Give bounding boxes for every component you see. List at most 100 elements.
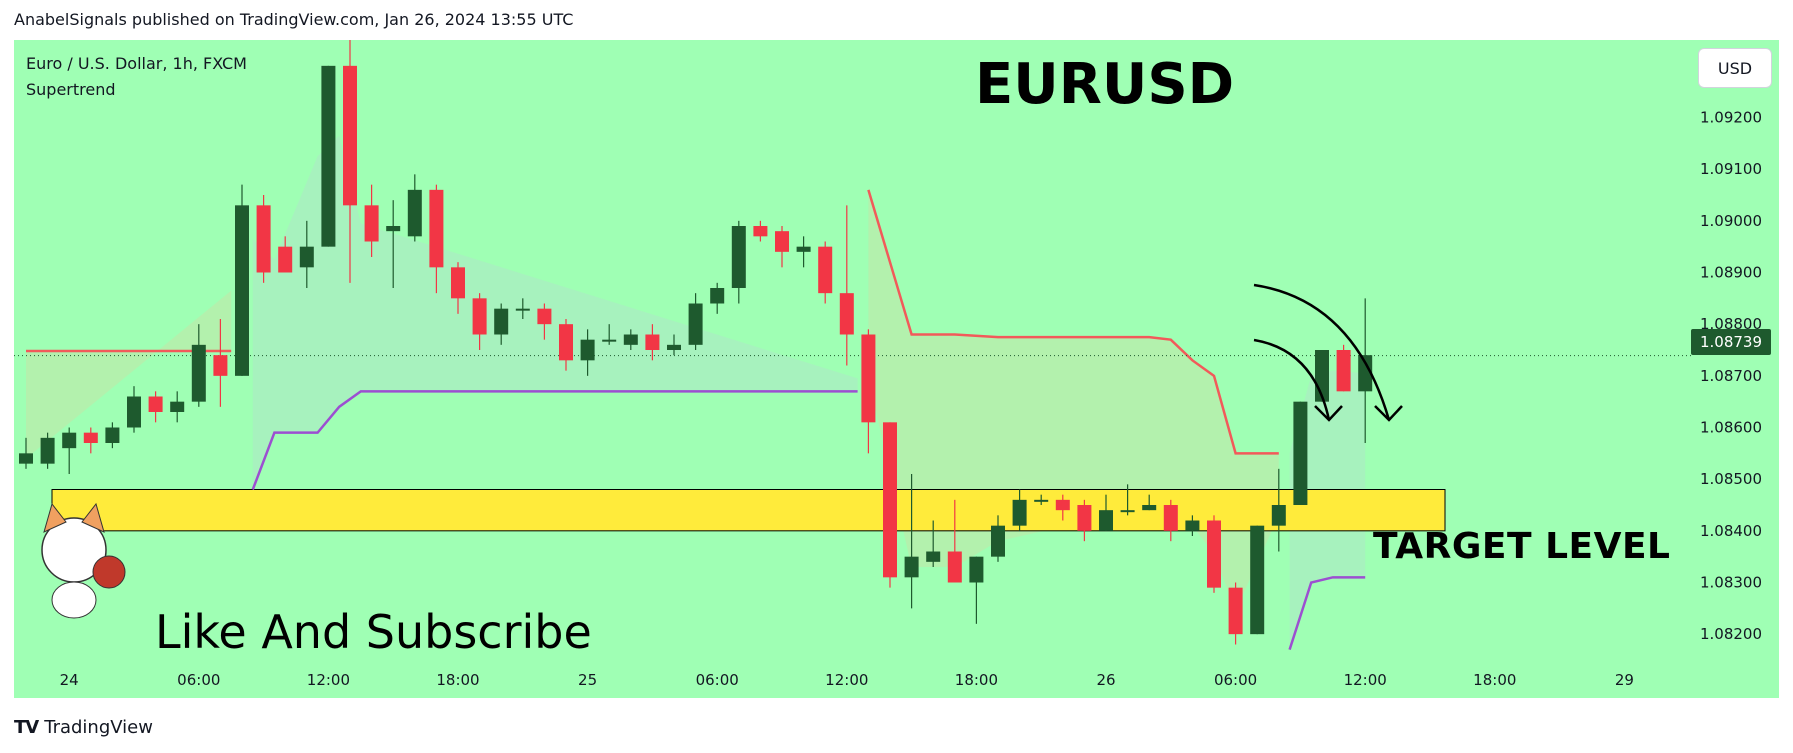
y-tick-label: 1.09000 (1700, 212, 1762, 230)
candle-body (969, 556, 984, 583)
y-tick-label: 1.08600 (1700, 419, 1762, 437)
x-tick-label: 12:00 (1344, 671, 1387, 689)
candle-body (235, 205, 249, 376)
candle-body (1034, 499, 1049, 502)
forecast-arrow-1 (1253, 338, 1331, 421)
candle-body (1055, 499, 1070, 511)
candle-body (731, 226, 746, 288)
candle-body (278, 246, 293, 273)
candle-body (170, 401, 185, 412)
y-tick-label: 1.08200 (1700, 625, 1762, 643)
candle-body (299, 246, 314, 268)
chart-area[interactable]: 1.09200 1.09100 1.09000 1.08900 1.08800 1.087… (14, 40, 1779, 698)
candle-body (256, 205, 271, 273)
x-tick-label: 18:00 (436, 671, 479, 689)
x-tick-label: 06:00 (696, 671, 739, 689)
candle-body (883, 422, 897, 578)
supertrend-up-line (251, 390, 858, 490)
publish-header: AnabelSignals published on TradingView.c… (14, 10, 574, 29)
supertrend-down-line (867, 189, 1279, 455)
candle-body (688, 303, 703, 345)
candle-body (559, 324, 573, 361)
x-tick-label: 12:00 (307, 671, 350, 689)
mascot-ear-right (81, 502, 105, 533)
candle-body (407, 189, 422, 237)
candle-body (1358, 355, 1373, 392)
candle-body (1185, 520, 1200, 531)
supertrend-up-fill (252, 135, 858, 490)
forecast-arrow-1-head (1314, 405, 1343, 422)
candle-body (1120, 510, 1135, 513)
candle-body (127, 396, 141, 428)
candle-body (40, 437, 55, 464)
footer-brand[interactable]: TradingView (44, 717, 153, 738)
candle-body (451, 267, 465, 299)
candle-body (904, 556, 919, 578)
candle-body (1163, 505, 1178, 531)
candle-body (213, 355, 228, 376)
time-axis-background (14, 660, 1779, 698)
mascot-ear-left (43, 502, 67, 533)
candle-body (105, 427, 120, 443)
forecast-arrow-2-head (1374, 405, 1403, 422)
candle-body (1012, 499, 1027, 526)
footer: 𝗧𝗩 TradingView (14, 717, 153, 738)
candle-body (343, 65, 357, 206)
candle-body (1271, 505, 1286, 526)
y-tick-label: 1.08700 (1700, 367, 1762, 385)
candle-body (775, 231, 789, 252)
supertrend-down-fill-0 (26, 290, 232, 459)
candle-body (580, 339, 595, 361)
forecast-arrow-2 (1253, 283, 1391, 421)
mascot-body (51, 581, 97, 619)
tradingview-logo-icon[interactable]: 𝗧𝗩 (14, 717, 39, 738)
candle-body (62, 432, 77, 449)
candle-body (472, 298, 487, 335)
candle-body (710, 288, 725, 304)
x-tick-label: 24 (60, 671, 79, 689)
candle-body (991, 525, 1005, 557)
y-tick-label: 1.08400 (1700, 522, 1762, 540)
candle-body (1099, 510, 1113, 531)
x-tick-label: 12:00 (825, 671, 868, 689)
candlestick-chart[interactable]: 1.092001.091001.090001.089001.088001.087… (14, 40, 1779, 698)
candle-body (429, 189, 444, 268)
candle-body (191, 344, 206, 402)
candle-body (667, 344, 681, 350)
candle-body (623, 334, 638, 345)
candle-body (321, 65, 336, 247)
x-tick-label: 25 (578, 671, 597, 689)
candle-body (19, 453, 33, 464)
candle-body (1293, 401, 1308, 505)
candle-body (515, 308, 530, 311)
supertrend-up-line-2 (1288, 576, 1366, 651)
y-tick-label: 1.08800 (1700, 315, 1762, 333)
candle-body (1077, 505, 1092, 531)
candle-body (1250, 525, 1265, 635)
current-price-badge: 1.08739 (1691, 329, 1771, 355)
x-tick-label: 18:00 (955, 671, 998, 689)
candle-body (602, 339, 617, 342)
subscribe-annotation: Like And Subscribe (155, 605, 592, 659)
mascot-cup (92, 555, 126, 589)
candle-body (861, 334, 876, 423)
target-zone (51, 489, 1446, 532)
x-tick-label: 06:00 (177, 671, 220, 689)
y-tick-label: 1.09100 (1700, 160, 1762, 178)
candle-body (364, 205, 379, 242)
candle-body (796, 246, 811, 252)
y-tick-label: 1.08300 (1700, 574, 1762, 592)
candle-body (1207, 520, 1221, 588)
candle-body (386, 226, 401, 232)
y-tick-label: 1.08500 (1700, 470, 1762, 488)
candle-body (148, 396, 163, 412)
candle-body (1228, 587, 1243, 635)
candle-body (753, 226, 768, 237)
x-tick-label: 06:00 (1214, 671, 1257, 689)
chart-title-annotation: EURUSD (975, 52, 1235, 117)
x-tick-label: 26 (1096, 671, 1115, 689)
currency-button[interactable]: USD (1698, 48, 1772, 88)
candle-body (645, 334, 660, 350)
indicator-label[interactable]: Supertrend (26, 80, 116, 99)
plot-background (14, 40, 1694, 660)
